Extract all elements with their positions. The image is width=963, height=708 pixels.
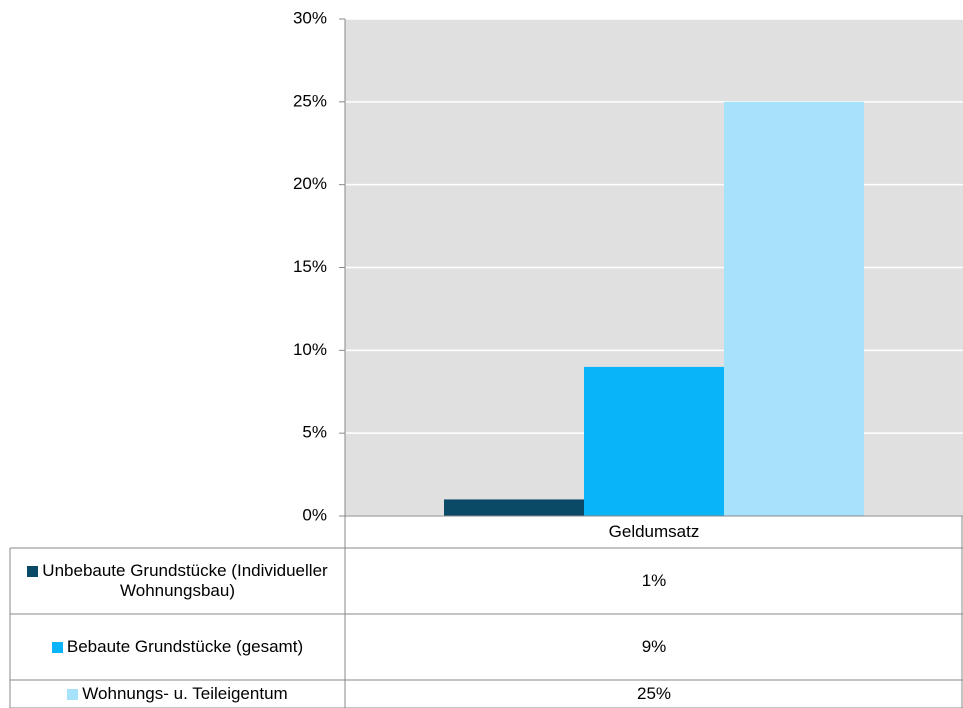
y-tick-label: 0% (302, 505, 327, 524)
legend-entry: Wohnungs- u. Teileigentum (10, 680, 345, 708)
value-label: 25% (636, 684, 672, 703)
value-label: 1% (641, 571, 667, 590)
category-label: Geldumsatz (608, 522, 700, 541)
legend-key (67, 689, 79, 701)
legend-item: Unbebaute Grundstücke (Individueller Woh… (14, 561, 341, 601)
y-tick-label: 15% (293, 257, 327, 276)
legend-entry: Bebaute Grundstücke (gesamt) (10, 614, 345, 680)
bar (584, 366, 724, 516)
value-label: 9% (641, 637, 667, 656)
y-tick-label: 20% (293, 174, 327, 193)
bar (724, 101, 864, 516)
legend-key (51, 642, 63, 654)
y-tick-label: 25% (293, 91, 327, 110)
legend-item: Wohnungs- u. Teileigentum (67, 684, 288, 704)
y-tick-label: 10% (293, 340, 327, 359)
bar (444, 499, 584, 516)
y-tick-label: 30% (293, 8, 327, 27)
legend-label: Unbebaute Grundstücke (Individueller Woh… (42, 561, 328, 600)
legend-label: Wohnungs- u. Teileigentum (82, 684, 288, 703)
legend-entry: Unbebaute Grundstücke (Individueller Woh… (10, 548, 345, 614)
legend-item: Bebaute Grundstücke (gesamt) (51, 637, 304, 657)
y-tick-label: 5% (302, 423, 327, 442)
legend-label: Bebaute Grundstücke (gesamt) (66, 637, 304, 656)
legend-key (27, 566, 39, 578)
